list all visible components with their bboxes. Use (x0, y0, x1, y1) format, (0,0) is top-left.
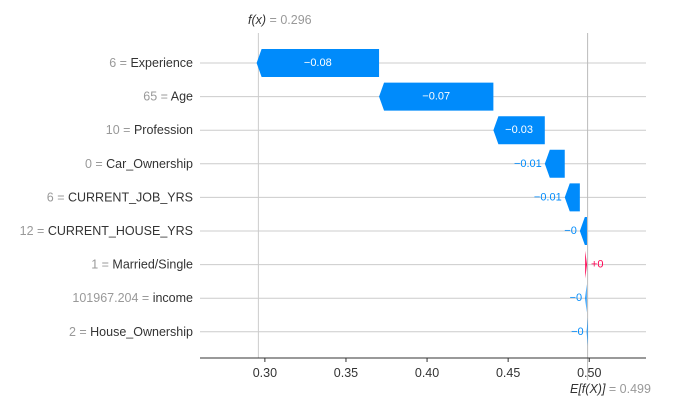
bar-income (585, 284, 587, 313)
feature-value: 65 (143, 90, 157, 104)
annotations: f(x) = 0.296 E[f(X)] = 0.499 (248, 13, 651, 396)
feature-label: 6 = CURRENT_JOB_YRS (47, 190, 193, 204)
bar-car-ownership (544, 149, 565, 178)
feature-name: Car_Ownership (106, 157, 193, 171)
feature-label: 2 = House_Ownership (69, 325, 193, 339)
feature-value: 6 (47, 190, 54, 204)
bars: −0.08 −0.07 −0.03 −0.01 −0.01 −0 +0 −0 −0 (256, 49, 604, 346)
fx-label: f(x) (248, 13, 266, 27)
bar-value-label: −0 (571, 326, 584, 338)
feature-label: 0 = Car_Ownership (85, 157, 193, 171)
x-tick-label: 0.45 (496, 366, 520, 380)
bar-value-label: −0.01 (534, 191, 562, 203)
feature-label: 1 = Married/Single (91, 258, 193, 272)
feature-label: 101967.204 = income (72, 291, 193, 305)
base-label: E[f(X)] (570, 382, 606, 396)
base-annotation: E[f(X)] = 0.499 (570, 382, 651, 396)
fx-annotation: f(x) = 0.296 (248, 13, 312, 27)
bar-value-label: −0.01 (514, 158, 542, 170)
bar-experience (256, 49, 380, 77)
feature-value: 1 (91, 258, 98, 272)
feature-name: Profession (134, 123, 193, 137)
x-tick-label: 0.35 (334, 366, 358, 380)
feature-name: House_Ownership (90, 325, 193, 339)
feature-value: 101967.204 (72, 291, 138, 305)
feature-labels: 6 = Experience 65 = Age 10 = Profession 0 =… (20, 56, 193, 339)
feature-value: 0 (85, 157, 92, 171)
feature-label: 65 = Age (143, 90, 193, 104)
bar-value-label: −0.08 (304, 57, 332, 69)
feature-label: 12 = CURRENT_HOUSE_YRS (20, 224, 193, 238)
feature-name: Age (171, 90, 193, 104)
x-axis: 0.30 0.35 0.40 0.45 0.50 (200, 357, 646, 380)
bar-current-house-yrs (579, 217, 587, 245)
feature-name: CURRENT_HOUSE_YRS (48, 224, 193, 238)
bar-value-label: −0.07 (422, 91, 450, 103)
feature-name: income (153, 291, 193, 305)
feature-label: 10 = Profession (106, 123, 193, 137)
feature-name: Experience (130, 56, 193, 70)
feature-name: Married/Single (112, 258, 193, 272)
bar-value-label: −0 (570, 292, 583, 304)
bar-value-label: +0 (591, 259, 604, 271)
feature-name: CURRENT_JOB_YRS (68, 190, 193, 204)
bar-married-single (585, 250, 587, 279)
bar-age (379, 82, 494, 111)
feature-value: 6 (109, 56, 116, 70)
x-tick-label: 0.40 (415, 366, 439, 380)
feature-value: 2 (69, 325, 76, 339)
base-value: 0.499 (620, 382, 651, 396)
grid-lines (200, 62, 646, 333)
bar-house-ownership (586, 317, 588, 346)
feature-value: 10 (106, 123, 120, 137)
bar-value-label: −0 (564, 225, 577, 237)
x-tick-label: 0.50 (577, 366, 601, 380)
bar-current-job-yrs (564, 183, 580, 212)
bar-value-label: −0.03 (505, 124, 533, 136)
bar-profession (493, 116, 545, 145)
feature-value: 12 (20, 224, 34, 238)
x-tick-label: 0.30 (253, 366, 277, 380)
fx-value: 0.296 (280, 13, 311, 27)
feature-label: 6 = Experience (109, 56, 193, 70)
